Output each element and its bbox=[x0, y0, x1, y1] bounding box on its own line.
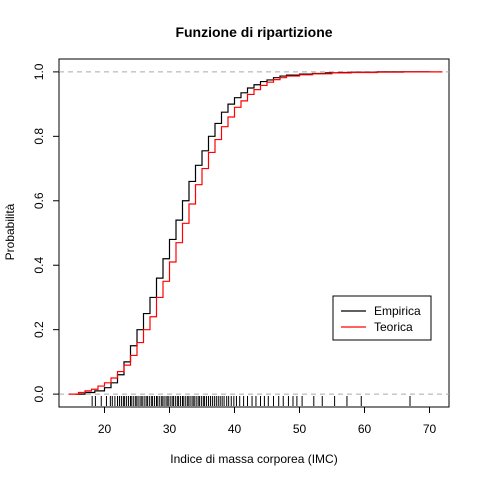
y-axis-label: Probabilità bbox=[3, 203, 17, 260]
legend-box bbox=[332, 295, 432, 341]
series-layer bbox=[68, 71, 443, 395]
reference-lines bbox=[59, 71, 449, 395]
x-axis: 20 30 40 50 60 70 bbox=[98, 406, 437, 436]
series-line-empirica bbox=[75, 71, 430, 395]
x-axis-label: Indice di massa corporea (IMC) bbox=[170, 452, 337, 466]
x-tick-label: 30 bbox=[163, 422, 177, 436]
x-tick-label: 70 bbox=[423, 422, 437, 436]
series-line-teorica bbox=[68, 71, 443, 395]
x-tick-label: 40 bbox=[228, 422, 242, 436]
y-axis: 0.0 0.2 0.4 0.6 0.8 1.0 bbox=[32, 63, 60, 402]
x-tick-label: 20 bbox=[98, 422, 112, 436]
y-tick-label: 1.0 bbox=[32, 63, 46, 80]
x-tick-label: 50 bbox=[293, 422, 307, 436]
y-tick-label: 0.4 bbox=[32, 257, 46, 274]
y-tick-label: 0.0 bbox=[32, 385, 46, 402]
legend: Empirica Teorica bbox=[332, 295, 432, 341]
y-tick-label: 0.8 bbox=[32, 128, 46, 145]
plot-frame bbox=[58, 58, 450, 408]
rug-marks bbox=[91, 396, 411, 406]
chart-title: Funzione di ripartizione bbox=[175, 24, 332, 40]
y-tick-label: 0.6 bbox=[32, 192, 46, 209]
legend-label-empirica: Empirica bbox=[374, 304, 421, 318]
y-tick-label: 0.2 bbox=[32, 321, 46, 338]
x-tick-label: 60 bbox=[358, 422, 372, 436]
legend-label-teorica: Teorica bbox=[374, 320, 413, 334]
